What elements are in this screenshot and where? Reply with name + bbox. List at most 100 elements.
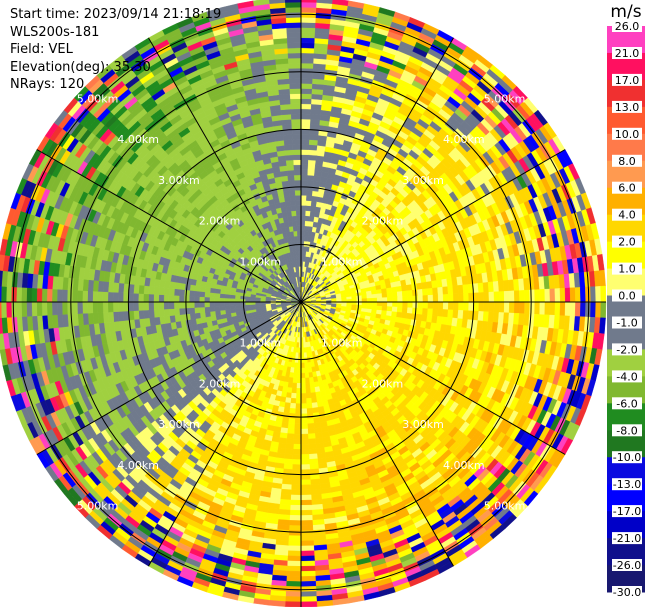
velocity-gate — [519, 290, 525, 303]
velocity-gate — [311, 93, 324, 101]
velocity-gate — [307, 159, 317, 166]
velocity-gate — [412, 301, 419, 309]
velocity-gate — [300, 93, 313, 100]
velocity-gate — [300, 540, 315, 547]
velocity-gate — [309, 387, 316, 394]
velocity-gate — [396, 291, 403, 298]
velocity-gate — [300, 108, 312, 115]
velocity-gate — [366, 298, 373, 303]
velocity-gate — [287, 423, 295, 430]
velocity-gate — [493, 301, 500, 313]
velocity-gate — [300, 382, 306, 389]
velocity-gate — [300, 0, 318, 3]
velocity-gate — [300, 459, 310, 465]
velocity-gate — [307, 428, 316, 435]
velocity-gate — [442, 286, 449, 295]
velocity-gate — [300, 215, 306, 222]
velocity-gate — [308, 144, 318, 151]
velocity-gate — [305, 205, 312, 212]
velocity-gate — [427, 301, 434, 310]
velocity-gate — [376, 297, 383, 303]
velocity-gate — [300, 509, 313, 516]
velocity-gate — [310, 397, 318, 404]
velocity-gate — [447, 301, 454, 311]
velocity-gate — [285, 443, 294, 450]
velocity-gate — [366, 294, 373, 299]
velocity-gate — [422, 288, 429, 296]
velocity-gate — [300, 88, 313, 95]
velocity-gate — [519, 301, 525, 314]
velocity-gate — [534, 301, 541, 315]
velocity-gate — [305, 200, 312, 207]
velocity-gate — [559, 301, 566, 317]
velocity-gate — [293, 443, 302, 450]
velocity-gate — [300, 575, 316, 582]
velocity-gate — [300, 413, 308, 420]
velocity-gate — [381, 292, 388, 298]
velocity-gate — [304, 377, 310, 384]
velocity-gate — [539, 301, 546, 316]
velocity-gate — [300, 545, 315, 552]
velocity-gate — [300, 37, 316, 44]
velocity-gate — [308, 453, 318, 460]
velocity-gate — [396, 306, 403, 313]
velocity-gate — [307, 174, 315, 181]
velocity-gate — [391, 286, 398, 293]
velocity-gate — [300, 494, 312, 501]
velocity-gate — [291, 474, 302, 481]
velocity-gate — [300, 372, 306, 379]
velocity-gate — [579, 301, 586, 318]
velocity-gate — [300, 47, 315, 54]
velocity-gate — [289, 514, 302, 521]
velocity-gate — [310, 113, 321, 121]
velocity-gate — [478, 301, 485, 312]
velocity-gate — [492, 311, 500, 323]
velocity-gate — [371, 297, 378, 303]
velocity-gate — [308, 154, 317, 161]
velocity-gate — [452, 309, 459, 319]
velocity-gate — [283, 458, 294, 465]
velocity-gate — [300, 230, 305, 237]
velocity-gate — [463, 301, 470, 312]
velocity-gate — [307, 367, 313, 374]
velocity-gate — [406, 312, 413, 320]
velocity-gate — [381, 297, 388, 303]
velocity-gate — [453, 293, 459, 303]
velocity-gate — [306, 190, 313, 197]
velocity-gate — [307, 164, 316, 171]
velocity-gate — [309, 463, 319, 470]
velocity-gate — [304, 367, 309, 374]
velocity-gate — [300, 596, 317, 603]
velocity-gate — [296, 377, 302, 384]
velocity-gate — [310, 103, 322, 111]
velocity-gate — [392, 301, 398, 308]
velocity-gate — [316, 0, 333, 4]
velocity-gate — [294, 423, 302, 430]
velocity-gate — [303, 352, 308, 359]
velocity-gate — [417, 301, 424, 309]
velocity-gate — [396, 311, 403, 319]
velocity-gate — [288, 530, 302, 537]
velocity-gate — [401, 307, 408, 314]
velocity-gate — [303, 357, 308, 364]
velocity-gate — [457, 284, 464, 295]
velocity-gate — [422, 308, 429, 316]
velocity-gate — [305, 397, 312, 404]
velocity-gate — [447, 285, 454, 295]
velocity-gate — [300, 195, 307, 201]
velocity-gate — [305, 387, 311, 394]
velocity-gate — [300, 408, 308, 415]
velocity-gate — [310, 200, 318, 207]
velocity-gate — [534, 289, 541, 303]
velocity-gate — [432, 294, 439, 303]
velocity-gate — [307, 433, 316, 440]
velocity-gate — [308, 139, 319, 146]
velocity-gate — [300, 1, 317, 8]
velocity-gate — [397, 301, 403, 308]
velocity-gate — [304, 372, 310, 379]
velocity-gate — [305, 392, 312, 399]
velocity-gate — [305, 215, 311, 222]
velocity-gate — [381, 301, 388, 307]
velocity-gate — [351, 295, 358, 300]
